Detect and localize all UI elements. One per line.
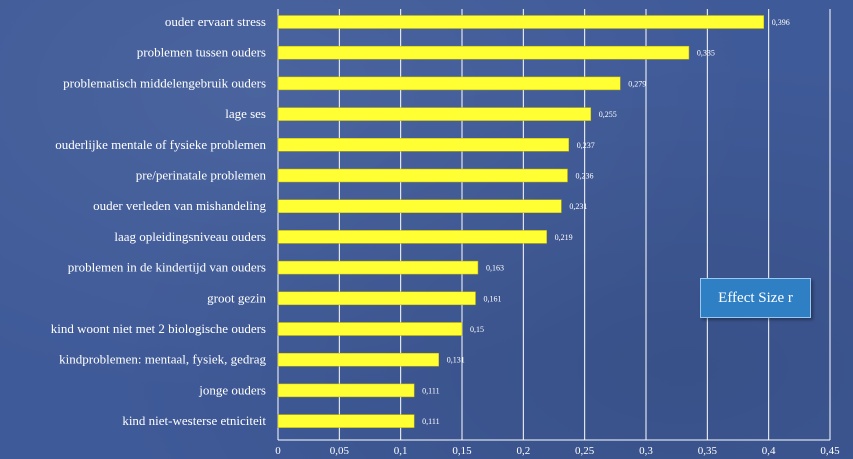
bar [277,352,439,367]
bar [277,168,568,183]
value-label: 0,335 [697,49,715,58]
category-label: lage ses [225,106,266,121]
value-label: 0,231 [569,202,587,211]
value-label: 0,163 [486,264,504,273]
bar [277,230,547,244]
value-label: 0,237 [577,141,595,150]
category-labels: ouder ervaart stress problemen tussen oud… [51,14,267,428]
bar [277,76,621,91]
value-label: 0,279 [628,79,646,88]
x-tick-label: 0,2 [516,445,530,457]
category-label: jonge ouders [198,382,266,397]
category-label: kindproblemen: mentaal, fysiek, gedrag [59,352,266,367]
x-tick-label: 0,3 [639,445,653,457]
x-tick-label: 0,1 [394,445,408,457]
category-label: pre/perinatale problemen [136,168,267,183]
category-label: problematisch middelengebruik ouders [63,75,266,90]
x-tick-label: 0 [275,445,281,457]
bar [277,138,569,152]
value-label: 0,111 [422,386,439,395]
bar [277,199,562,213]
bar [277,291,476,306]
category-label: problemen tussen ouders [137,45,266,60]
category-label: ouderlijke mentale of fysieke problemen [55,137,266,152]
category-label: ouder ervaart stress [165,14,266,29]
bar [277,414,415,428]
x-tick-label: 0,35 [698,445,718,457]
category-label: ouder verleden van mishandeling [93,198,266,213]
category-label: problemen in de kindertijd van ouders [68,260,266,275]
value-label: 0,236 [575,172,593,181]
category-label: laag opleidingsniveau ouders [114,229,266,244]
x-tick-label: 0,45 [820,445,840,457]
value-label: 0,219 [555,233,573,242]
x-tick-label: 0,4 [762,445,776,457]
value-label: 0,111 [422,417,439,426]
bar [277,15,765,29]
bar [277,383,415,398]
legend: Effect Size r [700,278,811,318]
value-label: 0,396 [772,18,790,27]
x-tick-label: 0,25 [575,445,595,457]
bar [277,45,690,60]
category-label: groot gezin [207,290,266,305]
bar [277,107,592,121]
bar [277,322,463,336]
x-tick-label: 0,15 [452,445,472,457]
value-label: 0,15 [470,325,484,334]
category-label: kind niet-westerse etniciteit [122,413,266,428]
x-axis-tick-labels: 0 0,05 0,1 0,15 0,2 0,25 0,3 0,35 0,4 0,45 [275,445,840,457]
value-label: 0,255 [599,110,617,119]
category-label: kind woont niet met 2 biologische ouders [51,321,266,336]
value-label: 0,161 [483,294,501,303]
bars [277,15,765,428]
value-label: 0,131 [447,356,465,365]
x-tick-label: 0,05 [330,445,350,457]
bar [277,260,479,275]
gridlines [277,9,831,441]
value-labels: 0,396 0,335 0,279 0,255 0,237 0,236 0,231 0,219… [422,18,790,426]
